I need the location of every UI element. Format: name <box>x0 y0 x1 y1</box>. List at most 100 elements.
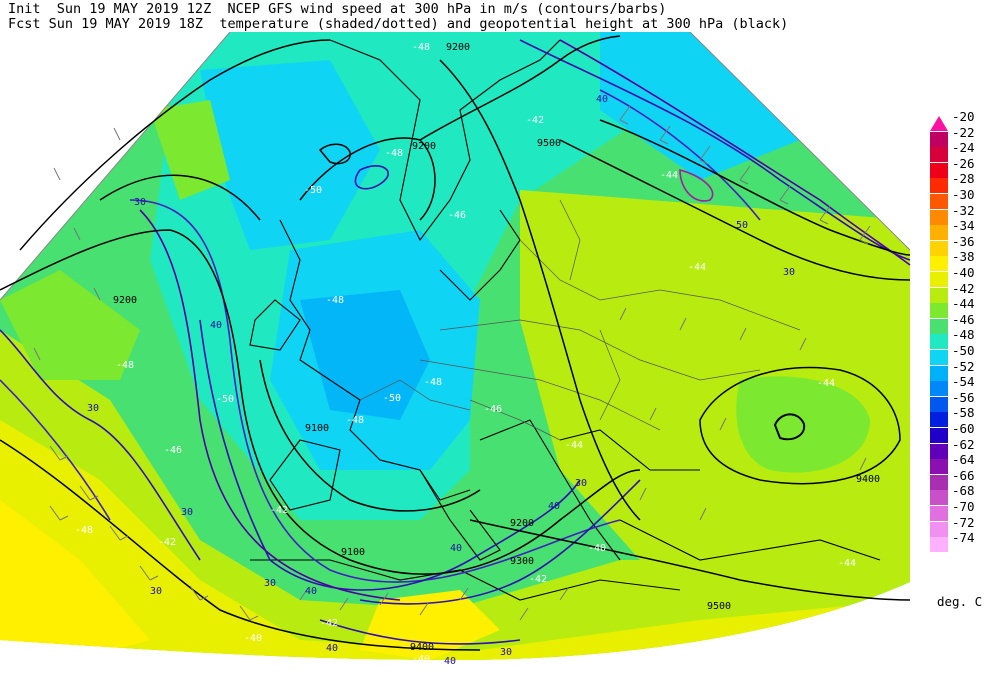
legend-label: -68 <box>952 483 975 499</box>
wind-label: 30 <box>575 478 587 489</box>
legend-level: -64 <box>928 452 998 475</box>
legend-level: -56 <box>928 390 998 412</box>
legend-label: -26 <box>952 155 975 171</box>
legend-level: -72 <box>928 515 998 537</box>
legend-label: -52 <box>952 358 975 374</box>
temp-label: -44 <box>838 558 856 569</box>
wind-label: 50 <box>736 220 748 231</box>
legend-swatch <box>930 178 948 194</box>
legend-level: -74 <box>928 530 998 553</box>
legend-swatch <box>930 147 948 163</box>
wind-label: 40 <box>305 586 317 597</box>
legend-level: -66 <box>928 468 998 490</box>
legend-level: -68 <box>928 483 998 506</box>
legend-level: -24 <box>928 140 998 163</box>
legend-level: -70 <box>928 499 998 521</box>
temp-label: -42 <box>320 618 338 629</box>
legend-level: -46 <box>928 312 998 334</box>
shaded-temperature-field <box>0 32 910 660</box>
legend-swatch <box>930 225 948 241</box>
legend-level: -20 <box>928 109 998 131</box>
temp-label: -42 <box>270 505 288 516</box>
legend-label: -42 <box>952 280 975 296</box>
legend-swatch <box>930 412 948 428</box>
wind-label: 40 <box>326 643 338 654</box>
height-label: 9400 <box>856 474 880 485</box>
legend-swatch <box>930 365 948 381</box>
wind-label: 40 <box>210 320 222 331</box>
legend-swatch <box>930 443 948 459</box>
legend-label: -60 <box>952 421 975 436</box>
legend-swatch <box>930 506 948 521</box>
temp-label: -40 <box>412 654 430 665</box>
legend-level: -40 <box>928 265 998 287</box>
height-label: 9200 <box>446 42 470 53</box>
height-label: 9100 <box>341 547 365 558</box>
legend-label: -54 <box>952 374 975 390</box>
temp-label: -50 <box>304 185 322 196</box>
legend-swatch <box>930 334 948 350</box>
header-forecast-line: Fcst Sun 19 MAY 2019 18Z temperature (sh… <box>8 16 789 32</box>
wind-barbs <box>33 105 871 621</box>
legend-level: -62 <box>928 437 998 459</box>
legend-label: -70 <box>952 499 975 514</box>
temp-label: -48 <box>75 525 93 536</box>
wind-speed-contours <box>0 39 911 645</box>
temp-label: -48 <box>346 415 364 426</box>
weather-map: 9200 9200 9500 9200 9100 9200 9100 9300 … <box>0 32 911 667</box>
temperature-labels: -48 -48 -50 -48 -42 -46 -48 -50 -48 -48 … <box>75 42 856 665</box>
legend-label: -46 <box>952 311 975 327</box>
legend-swatch <box>930 537 948 553</box>
temp-label: -48 <box>424 377 442 388</box>
temp-label: -40 <box>588 543 606 554</box>
map-domain-border <box>0 32 911 301</box>
legend-label: -40 <box>952 265 975 280</box>
legend-label: -20 <box>952 109 975 124</box>
wind-label: 30 <box>500 647 512 658</box>
legend-label: -66 <box>952 467 975 483</box>
legend-label: -62 <box>952 436 975 452</box>
coastlines <box>249 39 881 601</box>
legend-level: -42 <box>928 281 998 303</box>
legend-swatch <box>930 381 948 397</box>
legend-swatch <box>930 459 948 475</box>
legend-label: -36 <box>952 233 975 249</box>
height-label: 9200 <box>510 518 534 529</box>
wind-label: 30 <box>783 267 795 278</box>
country-borders <box>359 199 801 441</box>
height-labels: 9200 9200 9500 9200 9100 9200 9100 9300 … <box>113 42 880 653</box>
legend-swatch <box>930 287 948 303</box>
temp-label: -44 <box>817 378 835 389</box>
legend-swatch <box>930 521 948 537</box>
legend-label: -38 <box>952 249 975 265</box>
temp-label: -50 <box>383 393 401 404</box>
temp-label: -44 <box>565 440 583 451</box>
legend-level: -30 <box>928 187 998 209</box>
legend-label: -48 <box>952 327 975 343</box>
legend-level: -34 <box>928 218 998 241</box>
legend-level: -44 <box>928 296 998 319</box>
legend-swatch <box>930 350 948 365</box>
temp-label: -46 <box>164 445 182 456</box>
legend-label: -24 <box>952 140 975 156</box>
temp-label: -48 <box>412 42 430 53</box>
temp-label: -42 <box>529 574 547 585</box>
height-label: 9500 <box>707 601 731 612</box>
height-contours <box>0 35 911 651</box>
legend-level: -54 <box>928 374 998 397</box>
temp-label: -46 <box>448 210 466 221</box>
legend-swatch <box>930 272 948 287</box>
legend-swatch <box>930 490 948 506</box>
wind-label: 30 <box>181 507 193 518</box>
legend-swatch <box>930 209 948 225</box>
header-init-line: Init Sun 19 MAY 2019 12Z NCEP GFS wind s… <box>8 1 667 17</box>
temp-label: -40 <box>244 633 262 644</box>
legend-level: -22 <box>928 125 998 147</box>
temp-label: -48 <box>326 295 344 306</box>
legend-label: -28 <box>952 171 975 187</box>
legend-label: -22 <box>952 124 975 140</box>
legend-label: -58 <box>952 405 975 421</box>
legend-swatch <box>930 318 948 334</box>
height-label: 9200 <box>412 141 436 152</box>
legend-label: -64 <box>952 452 975 468</box>
